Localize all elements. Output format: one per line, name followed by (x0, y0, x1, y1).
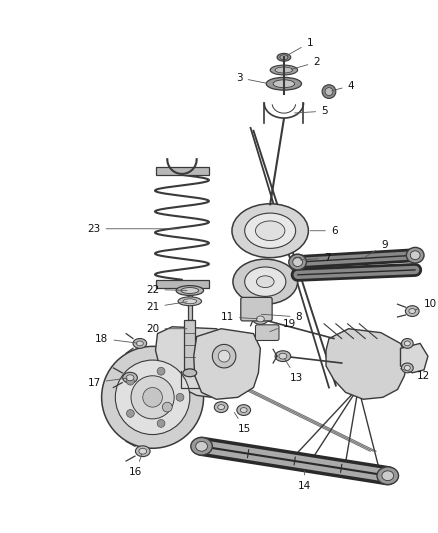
Ellipse shape (123, 373, 138, 383)
Text: 21: 21 (146, 302, 187, 312)
Circle shape (176, 393, 184, 401)
Bar (184, 320, 195, 369)
Ellipse shape (183, 299, 197, 304)
Ellipse shape (289, 254, 307, 270)
Text: 2: 2 (291, 57, 320, 69)
Text: 7: 7 (300, 253, 331, 263)
Ellipse shape (181, 288, 199, 294)
Text: 10: 10 (415, 299, 437, 310)
Ellipse shape (275, 351, 291, 361)
Text: 8: 8 (261, 312, 302, 322)
Ellipse shape (402, 338, 413, 349)
Text: 20: 20 (146, 324, 187, 334)
Circle shape (127, 377, 134, 385)
Bar (155, 280, 209, 288)
Circle shape (102, 346, 204, 448)
Text: 9: 9 (366, 240, 388, 257)
Ellipse shape (322, 85, 336, 99)
Circle shape (115, 360, 190, 434)
Text: 22: 22 (146, 285, 187, 295)
FancyBboxPatch shape (255, 325, 279, 341)
Ellipse shape (191, 438, 212, 455)
Text: 14: 14 (298, 471, 311, 490)
Ellipse shape (270, 65, 297, 75)
Text: 17: 17 (88, 377, 127, 387)
Circle shape (157, 367, 165, 375)
Circle shape (157, 419, 165, 427)
Ellipse shape (233, 259, 297, 304)
Ellipse shape (377, 467, 399, 484)
Ellipse shape (218, 405, 225, 409)
Text: 16: 16 (129, 454, 142, 477)
Circle shape (131, 376, 174, 419)
Circle shape (127, 409, 134, 417)
Text: 11: 11 (221, 312, 258, 322)
Ellipse shape (277, 53, 291, 61)
Text: 1: 1 (286, 38, 313, 56)
Ellipse shape (133, 338, 147, 349)
Ellipse shape (183, 369, 197, 377)
Ellipse shape (136, 341, 143, 346)
Ellipse shape (325, 87, 333, 95)
Ellipse shape (255, 221, 285, 240)
Text: 12: 12 (400, 369, 431, 381)
Ellipse shape (382, 471, 394, 481)
Ellipse shape (126, 375, 134, 381)
Ellipse shape (185, 286, 195, 293)
Circle shape (143, 387, 162, 407)
Ellipse shape (275, 67, 293, 73)
Ellipse shape (273, 80, 295, 87)
Text: 3: 3 (236, 73, 266, 83)
Ellipse shape (290, 254, 305, 266)
Text: 5: 5 (294, 106, 328, 116)
Ellipse shape (257, 276, 274, 288)
Ellipse shape (410, 251, 420, 260)
Text: 18: 18 (95, 334, 137, 344)
Ellipse shape (232, 204, 308, 257)
Ellipse shape (245, 267, 286, 296)
Text: 19: 19 (270, 319, 296, 332)
Ellipse shape (162, 402, 172, 412)
Ellipse shape (214, 402, 228, 413)
Ellipse shape (245, 213, 296, 248)
Ellipse shape (178, 297, 201, 306)
Ellipse shape (139, 448, 147, 454)
Ellipse shape (253, 313, 268, 324)
Ellipse shape (294, 257, 301, 263)
Ellipse shape (196, 441, 208, 451)
Circle shape (212, 344, 236, 368)
Text: 23: 23 (88, 224, 179, 234)
Ellipse shape (402, 363, 413, 373)
Ellipse shape (406, 306, 419, 317)
Ellipse shape (237, 405, 251, 415)
Text: 6: 6 (310, 226, 338, 236)
Ellipse shape (280, 55, 288, 60)
Text: 15: 15 (234, 413, 251, 434)
Ellipse shape (404, 366, 410, 370)
Ellipse shape (409, 309, 416, 313)
Bar (188, 289, 192, 320)
Polygon shape (400, 343, 428, 373)
Polygon shape (326, 329, 407, 399)
Ellipse shape (240, 408, 247, 413)
Polygon shape (155, 327, 238, 397)
Ellipse shape (135, 446, 150, 457)
Text: 13: 13 (284, 359, 303, 383)
Circle shape (218, 350, 230, 362)
Text: 4: 4 (332, 80, 354, 91)
Ellipse shape (257, 316, 264, 322)
Ellipse shape (293, 257, 303, 266)
Ellipse shape (176, 286, 204, 295)
Polygon shape (194, 329, 260, 399)
FancyBboxPatch shape (241, 297, 272, 321)
Ellipse shape (406, 247, 424, 263)
Ellipse shape (266, 77, 301, 90)
Ellipse shape (279, 353, 287, 359)
Bar (155, 167, 209, 175)
Ellipse shape (404, 341, 410, 346)
